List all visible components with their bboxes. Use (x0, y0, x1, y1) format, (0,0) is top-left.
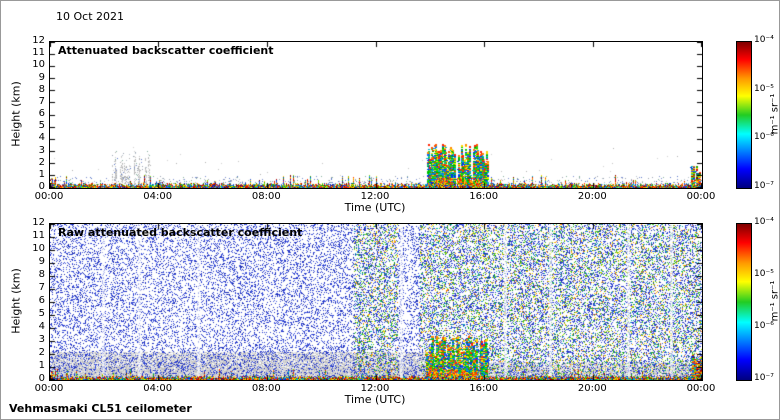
colorbar-unit-bottom: m⁻¹ sr⁻¹ (769, 280, 780, 322)
x-tick-label: 16:00 (469, 383, 499, 394)
colorbar-top (736, 41, 752, 189)
y-tick-label: 11 (32, 47, 45, 59)
raw-attenuated-backscatter-heatmap (49, 223, 703, 381)
y-tick-label: 5 (38, 120, 45, 132)
x-axis-label-top: Time (UTC) (344, 201, 406, 214)
x-tick-label: 20:00 (577, 191, 607, 202)
y-tick-label: 0 (38, 181, 45, 192)
x-tick-label: 08:00 (251, 191, 281, 202)
y-tick-label: 8 (38, 83, 45, 95)
x-tick-label: 12:00 (360, 191, 390, 202)
colorbar-tick-label: 10⁻⁴ (754, 217, 774, 227)
y-tick-label: 10 (32, 243, 45, 254)
y-tick-label: 3 (38, 334, 45, 345)
y-tick-label: 2 (38, 347, 45, 358)
x-tick-label: 12:00 (360, 383, 390, 394)
colorbar-bottom (736, 223, 752, 381)
y-tick-label: 11 (32, 230, 45, 241)
y-tick-label: 4 (38, 321, 45, 332)
x-tick-label: 20:00 (577, 383, 607, 394)
y-tick-label: 9 (38, 256, 45, 267)
date-label: 10 Oct 2021 (56, 10, 125, 23)
x-tick-label: 04:00 (143, 191, 173, 202)
colorbar-tick-label: 10⁻⁷ (754, 181, 774, 191)
colorbar-tick-label: 10⁻⁵ (754, 268, 774, 279)
panel-title-attenuated: Attenuated backscatter coefficient (58, 44, 274, 57)
y-tick-label: 8 (38, 269, 45, 280)
x-tick-label: 00:00 (34, 191, 64, 202)
colorbar-tick-label: 10⁻⁶ (754, 132, 774, 143)
y-axis-label-bottom: Height (km) (9, 268, 23, 334)
y-tick-label: 10 (32, 59, 45, 71)
y-tick-label: 3 (38, 144, 45, 156)
attenuated-backscatter-heatmap (49, 41, 703, 189)
y-tick-label: 4 (38, 132, 45, 144)
y-tick-label: 12 (32, 35, 45, 46)
x-tick-label: 00:00 (686, 383, 716, 394)
colorbar-tick-label: 10⁻⁵ (754, 83, 774, 94)
y-tick-label: 7 (38, 282, 45, 293)
x-axis-label-bottom: Time (UTC) (344, 393, 406, 406)
y-tick-label: 12 (32, 217, 45, 228)
x-tick-label: 04:00 (143, 383, 173, 394)
y-tick-label: 5 (38, 308, 45, 319)
y-axis-label-top: Height (km) (9, 81, 23, 147)
colorbar-tick-label: 10⁻⁴ (754, 35, 774, 45)
y-tick-label: 6 (38, 295, 45, 306)
y-tick-label: 0 (38, 373, 45, 384)
y-tick-label: 1 (38, 168, 45, 180)
colorbar-tick-label: 10⁻⁶ (754, 321, 774, 332)
instrument-label: Vehmasmaki CL51 ceilometer (9, 402, 192, 415)
y-tick-label: 6 (38, 108, 45, 119)
x-tick-label: 16:00 (469, 191, 499, 202)
colorbar-tick-label: 10⁻⁷ (754, 373, 774, 383)
colorbar-unit-top: m⁻¹ sr⁻¹ (769, 93, 780, 135)
x-tick-label: 08:00 (251, 383, 281, 394)
y-tick-label: 2 (38, 156, 45, 168)
y-tick-label: 1 (38, 360, 45, 371)
y-tick-label: 9 (38, 71, 45, 83)
y-tick-label: 7 (38, 95, 45, 107)
panel-title-raw: Raw attenuated backscatter coefficient (58, 226, 303, 239)
x-tick-label: 00:00 (34, 383, 64, 394)
x-tick-label: 00:00 (686, 191, 716, 202)
